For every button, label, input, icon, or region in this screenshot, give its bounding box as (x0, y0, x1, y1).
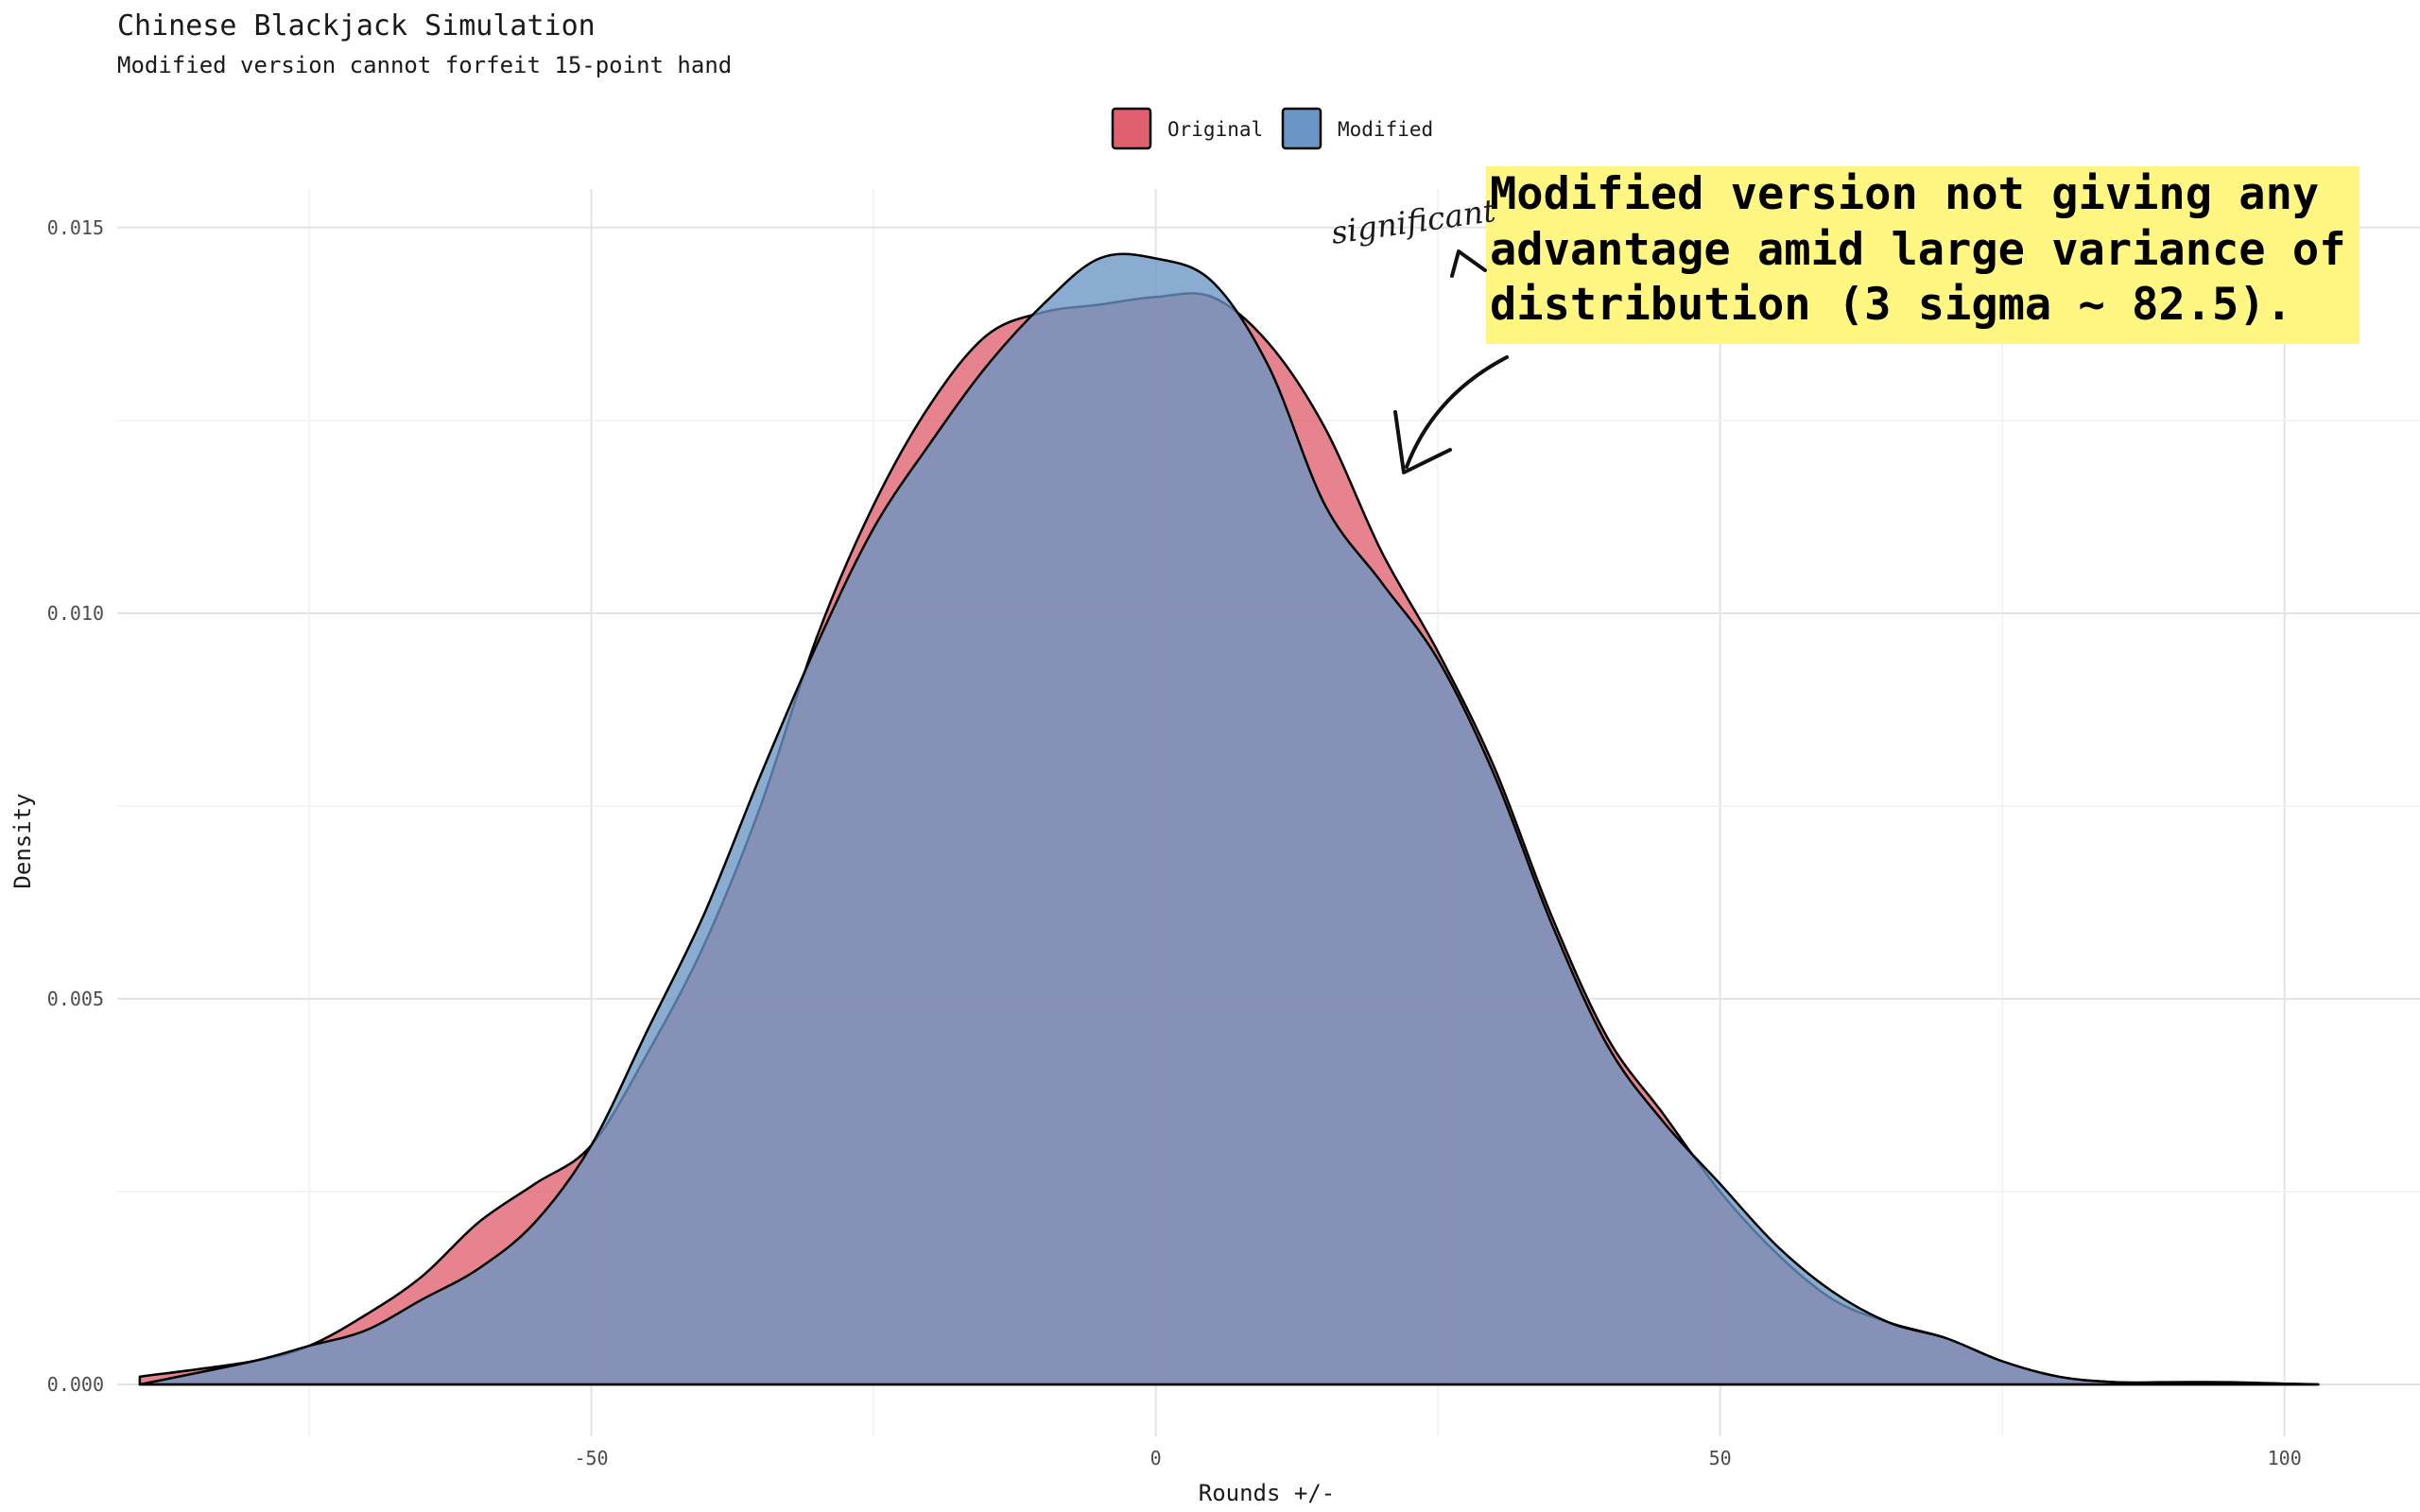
annotation-line-1: Modified version not giving any (1490, 168, 2319, 220)
x-axis-ticks: -50 0 50 100 (574, 1447, 2301, 1469)
legend: Original Modified (1111, 107, 1433, 150)
y-tick-label: 0.000 (47, 1373, 104, 1396)
x-axis-title: Rounds +/- (1199, 1480, 1336, 1506)
handwritten-note: significant (1329, 192, 1499, 278)
annotation-line-3: distribution (3 sigma ~ 82.5). (1490, 279, 2292, 331)
chart-subtitle: Modified version cannot forfeit 15-point… (117, 52, 732, 78)
x-tick-label: 50 (1709, 1447, 1732, 1469)
annotation-line-2: advantage amid large variance of (1490, 224, 2345, 276)
annotation-box (1486, 166, 2360, 344)
arrow-shaft (1405, 355, 1509, 469)
y-tick-label: 0.005 (47, 988, 104, 1010)
y-axis-title: Density (9, 793, 36, 888)
chart-title: Chinese Blackjack Simulation (117, 9, 596, 43)
caret-mark (1450, 249, 1487, 278)
annotation-arrow (1393, 355, 1509, 474)
x-tick-label: 0 (1150, 1447, 1162, 1469)
arrow-head (1393, 410, 1452, 474)
legend-label-original: Original (1167, 118, 1263, 141)
x-tick-label: 100 (2268, 1447, 2302, 1469)
legend-swatch-original (1111, 107, 1152, 150)
y-axis-ticks: 0.000 0.005 0.010 0.015 (47, 216, 104, 1396)
density-area-modified (138, 252, 2320, 1386)
y-tick-label: 0.015 (47, 216, 104, 239)
handwritten-text: significant (1329, 192, 1499, 251)
legend-swatch-modified (1281, 107, 1322, 150)
density-areas (138, 252, 2320, 1386)
y-tick-label: 0.010 (47, 602, 104, 625)
x-tick-label: -50 (574, 1447, 608, 1469)
annotation-callout: Modified version not giving any advantag… (1486, 166, 2360, 344)
legend-label-modified: Modified (1338, 118, 1433, 141)
